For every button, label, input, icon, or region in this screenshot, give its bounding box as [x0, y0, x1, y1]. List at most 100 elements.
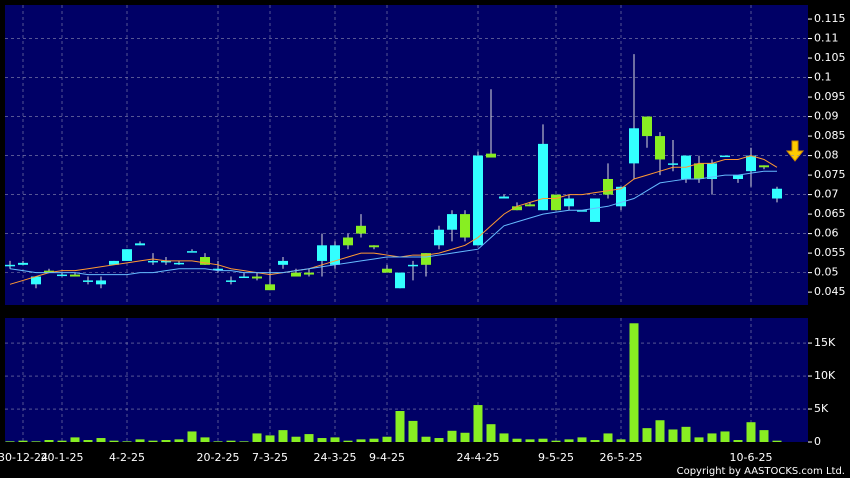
volume-bar — [161, 440, 171, 442]
volume-bar — [369, 438, 379, 442]
candle-body — [57, 274, 67, 277]
volume-bar — [525, 439, 535, 442]
volume-bar — [564, 439, 574, 442]
y-tick-label: 0.075 — [814, 168, 846, 181]
y-tick-label: 0.07 — [814, 188, 839, 201]
candle-body — [395, 272, 405, 289]
candle-body — [759, 165, 769, 168]
candle-body — [642, 116, 652, 137]
x-tick-label: 9-4-25 — [369, 451, 405, 464]
volume-bar — [694, 437, 704, 442]
y-tick-label: 0.065 — [814, 207, 846, 220]
candle-body — [603, 178, 613, 195]
candle-body — [252, 276, 262, 279]
y-tick-label: 0.05 — [814, 266, 839, 279]
candle-body — [148, 260, 158, 263]
volume-bar — [681, 426, 691, 442]
candle-body — [720, 155, 730, 158]
candle-body — [278, 260, 288, 265]
candle-body — [668, 163, 678, 165]
candle-body — [200, 257, 210, 265]
volume-bar — [135, 439, 145, 442]
volume-bar — [642, 428, 652, 442]
copyright: Copyright by AASTOCKS.com Ltd. — [677, 466, 845, 477]
volume-bar — [551, 440, 561, 442]
candle-body — [382, 268, 392, 273]
candle-body — [5, 264, 15, 267]
volume-bar — [226, 440, 236, 442]
volume-bar — [512, 438, 522, 442]
candle-body — [538, 143, 548, 211]
candle-body — [343, 237, 353, 246]
candle-body — [356, 225, 366, 234]
volume-bar — [447, 430, 457, 442]
x-tick-label: 10-6-25 — [730, 451, 773, 464]
moving-average — [9, 170, 777, 276]
candle-body — [122, 249, 132, 261]
candle-body — [655, 136, 665, 160]
volume-bar — [668, 429, 678, 442]
candle-body — [265, 284, 275, 291]
volume-bar — [148, 440, 158, 442]
volume-bar — [616, 439, 626, 442]
x-tick-label: 7-3-25 — [252, 451, 288, 464]
x-tick-label: 24-3-25 — [314, 451, 357, 464]
arrow-icon — [785, 140, 805, 162]
candle-body — [135, 243, 145, 246]
candle-body — [525, 204, 535, 207]
candle-body — [187, 251, 197, 253]
volume-bar — [486, 424, 496, 442]
volume-bar — [577, 437, 587, 442]
volume-bar — [382, 436, 392, 442]
volume-bar — [5, 441, 15, 442]
volume-bar — [759, 430, 769, 442]
y-tick-label: 0.11 — [814, 32, 839, 45]
x-tick-label: 24-4-25 — [457, 451, 500, 464]
candle-body — [629, 128, 639, 164]
candle-body — [772, 188, 782, 199]
volume-bar — [213, 441, 223, 442]
volume-bar — [590, 440, 600, 442]
y-tick-label: 0.095 — [814, 90, 846, 103]
volume-bar — [746, 422, 756, 442]
y-tick-label: 0.055 — [814, 246, 846, 259]
volume-bar — [239, 441, 249, 442]
y-tick-label: 0.105 — [814, 51, 846, 64]
volume-bar — [343, 440, 353, 442]
volume-tick-label: 10K — [814, 369, 836, 382]
volume-bar — [174, 439, 184, 442]
volume-bar — [772, 440, 782, 442]
volume-bar — [44, 440, 54, 442]
candle-body — [421, 253, 431, 265]
volume-bar — [395, 411, 405, 442]
volume-bar — [629, 323, 639, 442]
candle-body — [96, 280, 106, 285]
volume-bar — [408, 420, 418, 442]
candle-body — [239, 276, 249, 279]
y-tick-label: 0.045 — [814, 285, 846, 298]
x-tick-label: 30-12-24 — [0, 451, 48, 464]
candle-body — [83, 280, 93, 282]
candle-body — [408, 264, 418, 267]
candle-body — [291, 272, 301, 277]
volume-bar — [538, 438, 548, 442]
volume-bar — [18, 440, 28, 442]
candle-body — [213, 268, 223, 271]
volume-bar — [499, 433, 509, 442]
volume-bar — [278, 430, 288, 442]
x-tick-label: 26-5-25 — [600, 451, 643, 464]
x-tick-label: 9-5-25 — [538, 451, 574, 464]
volume-bar — [57, 440, 67, 442]
candle-body — [447, 214, 457, 230]
price-panel — [5, 5, 808, 305]
candle-body — [512, 206, 522, 211]
y-tick-label: 0.08 — [814, 149, 839, 162]
volume-panel — [5, 318, 808, 442]
candle-body — [161, 260, 171, 263]
volume-tick-label: 15K — [814, 336, 836, 349]
y-tick-label: 0.06 — [814, 227, 839, 240]
volume-bar — [421, 436, 431, 442]
candle-body — [109, 260, 119, 265]
candle-body — [434, 229, 444, 246]
